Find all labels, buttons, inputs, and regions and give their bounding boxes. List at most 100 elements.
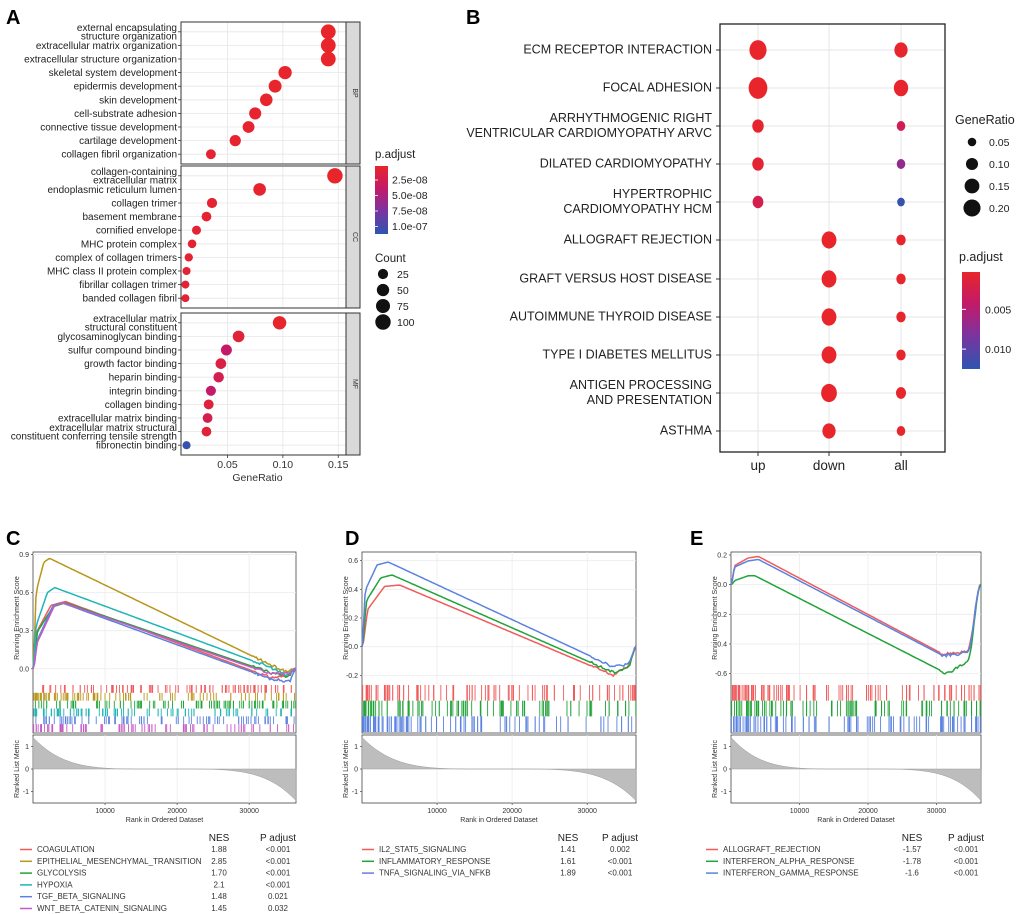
hit-mark bbox=[63, 685, 65, 693]
term-label: ALLOGRAFT REJECTION bbox=[564, 233, 712, 247]
hit-mark bbox=[203, 724, 205, 732]
hit-mark bbox=[215, 692, 217, 701]
facet-strip-label: MF bbox=[351, 379, 358, 389]
hit-mark bbox=[91, 685, 93, 693]
hit-mark bbox=[69, 716, 71, 725]
term-label: ASTHMA bbox=[660, 424, 713, 438]
facet-strip bbox=[345, 21, 361, 165]
hit-mark bbox=[387, 716, 389, 732]
hit-mark bbox=[112, 685, 114, 693]
hit-mark bbox=[903, 700, 905, 717]
hit-mark bbox=[294, 692, 295, 701]
hit-mark bbox=[874, 716, 876, 732]
hit-mark bbox=[768, 685, 770, 701]
hit-mark bbox=[736, 700, 738, 717]
hit-mark bbox=[391, 716, 392, 732]
y-axis-label-metric: Ranked List Metric bbox=[14, 740, 21, 798]
hit-mark bbox=[109, 692, 111, 701]
hit-mark bbox=[210, 692, 212, 701]
hit-mark bbox=[146, 692, 148, 701]
hit-mark bbox=[949, 685, 951, 701]
hit-mark bbox=[953, 716, 955, 732]
hit-mark bbox=[747, 700, 749, 717]
hit-mark bbox=[40, 692, 42, 701]
hit-mark bbox=[457, 700, 459, 717]
hit-mark bbox=[763, 685, 765, 701]
hit-mark bbox=[205, 685, 206, 693]
hit-mark bbox=[941, 716, 943, 732]
hit-mark bbox=[214, 708, 216, 717]
hit-mark bbox=[492, 700, 494, 717]
dot bbox=[278, 65, 292, 80]
x-tick-label: 30000 bbox=[239, 808, 259, 815]
hit-mark bbox=[239, 700, 241, 709]
hit-mark bbox=[890, 716, 892, 732]
term-label: endoplasmic reticulum lumen bbox=[47, 185, 177, 196]
hit-mark bbox=[111, 685, 113, 693]
hit-mark bbox=[36, 692, 38, 701]
hit-mark bbox=[113, 708, 115, 717]
hit-mark bbox=[369, 685, 371, 701]
hit-mark bbox=[394, 716, 396, 732]
hit-mark bbox=[190, 692, 192, 701]
hit-mark bbox=[86, 685, 88, 693]
hit-mark bbox=[794, 716, 796, 732]
hit-mark bbox=[857, 716, 859, 732]
y-tick-label: 0.0 bbox=[717, 582, 727, 589]
hit-mark bbox=[850, 685, 852, 701]
dot bbox=[232, 330, 245, 343]
hit-mark bbox=[375, 700, 377, 717]
dot bbox=[253, 183, 266, 196]
legend-nes: -1.6 bbox=[905, 869, 919, 878]
term-label: complex of collagen trimers bbox=[55, 253, 177, 264]
hit-mark bbox=[82, 692, 84, 701]
hit-mark bbox=[70, 700, 72, 709]
dot bbox=[205, 385, 216, 396]
hit-mark bbox=[62, 716, 64, 725]
hit-mark bbox=[523, 700, 525, 717]
hit-mark bbox=[853, 700, 855, 717]
hit-mark bbox=[369, 716, 371, 732]
hit-mark bbox=[614, 685, 616, 701]
hit-mark bbox=[761, 685, 763, 701]
hit-mark bbox=[123, 700, 125, 709]
es-curve bbox=[730, 574, 982, 675]
hit-mark bbox=[40, 724, 41, 732]
hit-mark bbox=[473, 716, 475, 732]
hit-mark bbox=[625, 700, 627, 717]
hit-mark bbox=[968, 685, 970, 701]
legend-series-name: TGF_BETA_SIGNALING bbox=[37, 892, 126, 901]
hit-mark bbox=[72, 692, 74, 701]
y-tick-label: 0.4 bbox=[348, 587, 358, 594]
y-axis-label: Running Enrichment Score bbox=[14, 576, 21, 660]
hit-mark bbox=[527, 716, 529, 732]
hit-mark bbox=[218, 716, 220, 725]
hit-mark bbox=[367, 700, 369, 717]
hit-mark bbox=[812, 685, 814, 701]
hit-mark bbox=[793, 685, 795, 701]
hit-mark bbox=[890, 716, 892, 732]
hit-mark bbox=[259, 724, 261, 732]
hit-mark bbox=[264, 716, 266, 725]
x-tick-label: 0.15 bbox=[328, 459, 349, 471]
hit-mark bbox=[479, 700, 481, 717]
legend-padj: 0.021 bbox=[268, 892, 289, 901]
hit-mark bbox=[874, 700, 876, 717]
x-tick-label: 20000 bbox=[502, 808, 522, 815]
y-tick-label: -0.2 bbox=[715, 612, 727, 619]
x-axis-label: Rank in Ordered Dataset bbox=[817, 817, 894, 824]
hit-mark bbox=[450, 716, 452, 732]
hit-mark bbox=[362, 716, 364, 732]
legend-series-name: INTERFERON_GAMMA_RESPONSE bbox=[723, 869, 859, 878]
facet-strip-label: BP bbox=[351, 88, 358, 98]
hit-mark bbox=[136, 700, 138, 709]
hit-mark bbox=[35, 692, 37, 701]
hit-mark bbox=[783, 700, 784, 717]
hit-mark bbox=[856, 700, 858, 717]
hit-mark bbox=[212, 724, 214, 732]
hit-mark bbox=[64, 692, 66, 701]
hit-mark bbox=[438, 700, 440, 717]
hit-mark bbox=[169, 724, 171, 732]
hit-mark bbox=[245, 716, 247, 725]
hit-mark bbox=[226, 685, 228, 693]
